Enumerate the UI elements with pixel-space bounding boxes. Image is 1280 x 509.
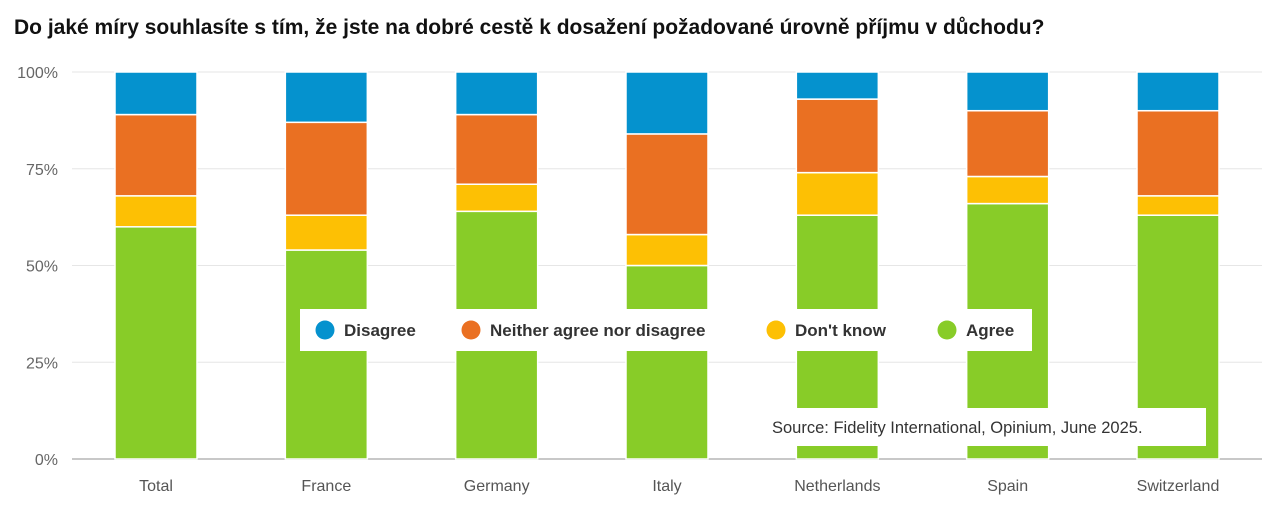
bar-segment [454, 113, 539, 185]
y-axis-ticks: 0% 25% 50% 75% 100% [17, 65, 58, 469]
legend-label: Agree [966, 321, 1014, 340]
legend-marker [766, 320, 786, 340]
y-tick-label: 50% [26, 259, 58, 276]
bar-stack [625, 71, 709, 460]
x-category-label: France [301, 478, 351, 495]
bar-segment [284, 71, 369, 124]
bar-segment [284, 214, 369, 251]
bar-segment [795, 171, 880, 216]
source-background [764, 408, 1206, 446]
bar-segment [625, 264, 709, 460]
bar-segment [1136, 195, 1220, 216]
legend-label: Disagree [344, 321, 416, 340]
bar-segment [1136, 109, 1220, 197]
bar-segment [625, 71, 709, 135]
source-note: Source: Fidelity International, Opinium,… [764, 408, 1206, 446]
legend-label: Don't know [795, 321, 887, 340]
legend: Disagree Neither agree nor disagree Don't … [300, 309, 1032, 351]
x-category-label: Germany [464, 478, 530, 495]
bar-segment [795, 71, 880, 100]
y-tick-label: 100% [17, 65, 58, 82]
bar-segment [114, 113, 198, 197]
x-axis-categories: Total France Germany Italy Netherlands Spain S… [139, 478, 1219, 495]
x-category-label: Italy [652, 478, 681, 495]
bar-stack [114, 71, 198, 460]
legend-background [300, 309, 1032, 351]
bar-segment [1136, 71, 1220, 112]
bar-stack [795, 71, 880, 460]
bar-segment [625, 133, 709, 236]
bar-segment [454, 71, 539, 116]
bar-segment [625, 233, 709, 267]
x-category-label: Netherlands [794, 478, 880, 495]
bar-segment [114, 195, 198, 228]
bar-segment [965, 109, 1050, 178]
source-text: Source: Fidelity International, Opinium,… [772, 419, 1143, 437]
legend-marker [937, 320, 957, 340]
bar-segment [965, 71, 1050, 112]
legend-marker [315, 320, 335, 340]
bar-stack [965, 71, 1050, 460]
bar-stack [284, 71, 369, 460]
bar-stack [1136, 71, 1220, 460]
y-tick-label: 75% [26, 162, 58, 179]
bar-segment [795, 98, 880, 174]
x-category-label: Switzerland [1137, 478, 1220, 495]
x-category-label: Spain [987, 478, 1028, 495]
y-tick-label: 25% [26, 355, 58, 372]
bar-segment [454, 183, 539, 213]
bar-segment [284, 121, 369, 216]
bar-segment [114, 226, 198, 460]
bar-segment [965, 175, 1050, 205]
x-category-label: Total [139, 478, 173, 495]
bars [114, 71, 1220, 460]
legend-marker [461, 320, 481, 340]
y-tick-label: 0% [35, 452, 58, 469]
bar-stack [454, 71, 539, 460]
bar-segment [284, 249, 369, 460]
legend-label: Neither agree nor disagree [490, 321, 705, 340]
bar-segment [114, 71, 198, 116]
chart-title: Do jaké míry souhlasíte s tím, že jste n… [14, 16, 1044, 39]
